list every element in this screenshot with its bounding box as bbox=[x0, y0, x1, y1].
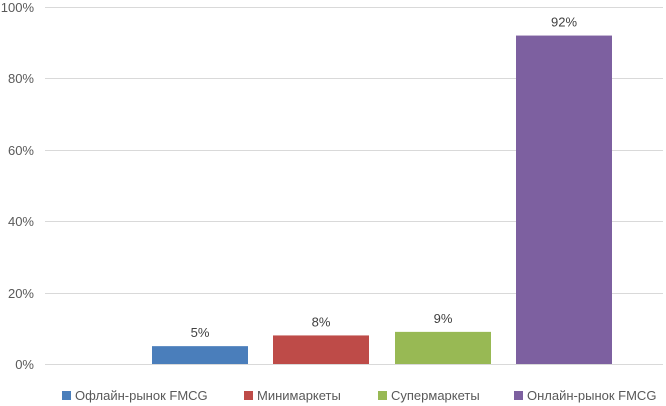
legend-label: Минимаркеты bbox=[257, 388, 341, 403]
y-tick-label: 40% bbox=[8, 214, 34, 229]
y-tick-label: 80% bbox=[8, 71, 34, 86]
y-tick-label: 20% bbox=[8, 286, 34, 301]
y-tick-label: 60% bbox=[8, 143, 34, 158]
y-tick-label: 100% bbox=[1, 0, 35, 15]
gridlines bbox=[45, 7, 663, 365]
bar bbox=[152, 346, 248, 364]
legend-swatch bbox=[244, 391, 253, 400]
bar bbox=[395, 331, 491, 364]
legend-label: Супермаркеты bbox=[391, 388, 480, 403]
data-labels: 5% 8% 9% 92% bbox=[191, 15, 578, 341]
data-label: 92% bbox=[551, 15, 577, 30]
bar bbox=[516, 35, 612, 365]
y-tick-label: 0% bbox=[15, 357, 34, 372]
legend-label: Онлайн-рынок FMCG bbox=[527, 388, 656, 403]
legend-label: Офлайн-рынок FMCG bbox=[75, 388, 208, 403]
legend: Офлайн-рынок FMCG Минимаркеты Супермаркеты… bbox=[62, 388, 656, 403]
legend-swatch bbox=[62, 391, 71, 400]
legend-swatch bbox=[514, 391, 523, 400]
y-axis: 0% 20% 40% 60% 80% 100% bbox=[1, 0, 35, 372]
bar bbox=[273, 335, 369, 364]
legend-swatch bbox=[378, 391, 387, 400]
data-label: 5% bbox=[191, 325, 210, 340]
bars bbox=[152, 35, 612, 365]
data-label: 8% bbox=[312, 314, 331, 329]
data-label: 9% bbox=[434, 311, 453, 326]
